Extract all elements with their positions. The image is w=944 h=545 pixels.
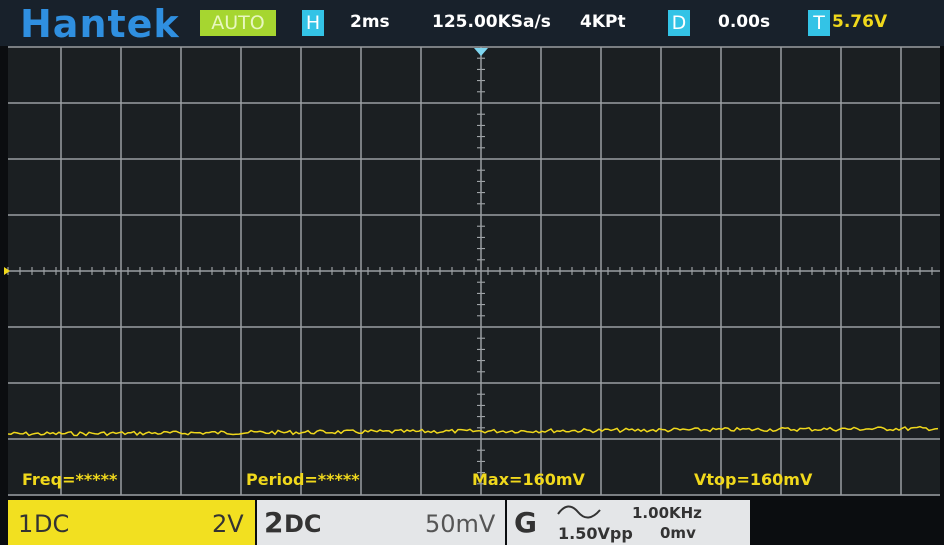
oscilloscope-screen: Hantek AUTO H 2ms 125.00KSa/s 4KPt D 0.0… xyxy=(0,0,944,545)
d-icon: D xyxy=(668,10,690,36)
memory: 4KPt xyxy=(580,12,626,32)
sample-rate: 125.00KSa/s xyxy=(432,12,551,32)
generator-frequency: 1.00KHz xyxy=(632,504,702,522)
sine-icon xyxy=(556,504,602,520)
timebase: 2ms xyxy=(350,12,390,32)
ch2-scale: 50mV xyxy=(425,510,495,538)
freq: Freq=***** xyxy=(22,470,117,489)
delay: 0.00s xyxy=(718,12,770,32)
ch1-number: 1 xyxy=(18,510,33,538)
ch2-coupling: DC xyxy=(284,510,322,538)
ch2-number: 2 xyxy=(264,506,283,539)
mode: AUTO xyxy=(200,10,276,36)
h-icon: H xyxy=(302,10,324,36)
vtop: Vtop=160mV xyxy=(694,470,812,489)
max: Max=160mV xyxy=(472,470,585,489)
generator-amplitude: 1.50Vpp xyxy=(558,524,633,543)
generator-offset: 0mv xyxy=(660,524,696,542)
t-icon: T xyxy=(808,10,830,36)
ch1-coupling: DC xyxy=(34,510,69,538)
graticule xyxy=(0,46,944,498)
trigger-level: 5.76V xyxy=(832,12,887,32)
generator-label: G xyxy=(514,506,537,539)
brand: Hantek xyxy=(20,2,180,46)
ch1-scale: 2V xyxy=(212,510,244,538)
period: Period=***** xyxy=(246,470,360,489)
